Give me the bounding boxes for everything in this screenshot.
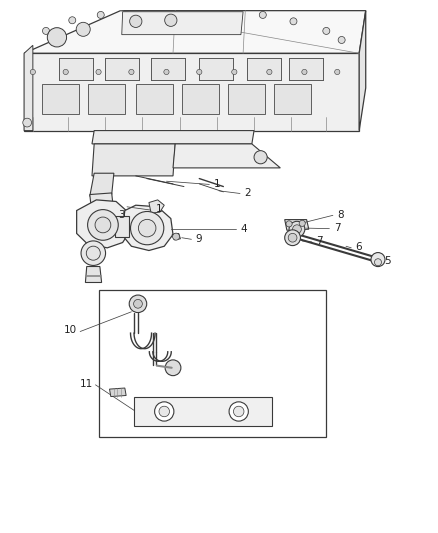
Text: 9: 9 xyxy=(196,234,202,244)
Circle shape xyxy=(232,69,237,75)
Circle shape xyxy=(23,118,32,127)
Circle shape xyxy=(155,402,174,421)
Text: 5: 5 xyxy=(385,256,391,266)
Circle shape xyxy=(96,69,101,75)
Polygon shape xyxy=(92,131,254,144)
Text: 1: 1 xyxy=(214,179,220,189)
Polygon shape xyxy=(115,216,129,237)
Text: 7: 7 xyxy=(316,237,323,246)
Polygon shape xyxy=(110,388,126,397)
Polygon shape xyxy=(172,233,180,240)
Bar xyxy=(151,58,185,80)
Polygon shape xyxy=(149,200,164,213)
Bar xyxy=(247,58,281,80)
Bar xyxy=(88,84,125,114)
Bar xyxy=(289,58,323,80)
Polygon shape xyxy=(77,200,131,248)
Text: 11: 11 xyxy=(80,379,93,389)
Bar xyxy=(289,58,323,80)
Circle shape xyxy=(233,406,244,417)
Circle shape xyxy=(88,209,118,240)
Circle shape xyxy=(286,221,292,227)
Text: 4: 4 xyxy=(240,224,247,233)
Bar xyxy=(59,58,93,80)
Bar xyxy=(105,58,139,80)
Circle shape xyxy=(134,300,142,308)
Polygon shape xyxy=(90,173,114,196)
Polygon shape xyxy=(85,266,102,282)
Circle shape xyxy=(97,11,104,19)
Circle shape xyxy=(76,22,90,36)
Circle shape xyxy=(338,36,345,44)
Circle shape xyxy=(42,27,49,35)
Bar xyxy=(182,84,219,114)
Bar xyxy=(42,84,79,114)
Circle shape xyxy=(293,225,301,233)
Circle shape xyxy=(69,17,76,24)
Polygon shape xyxy=(92,144,175,176)
Bar xyxy=(151,58,185,80)
Circle shape xyxy=(86,246,100,260)
Text: 10: 10 xyxy=(64,326,77,335)
Circle shape xyxy=(159,406,170,417)
Polygon shape xyxy=(90,193,114,215)
Circle shape xyxy=(164,69,169,75)
Circle shape xyxy=(288,233,297,242)
Bar xyxy=(247,58,281,80)
Polygon shape xyxy=(24,53,359,131)
Text: 8: 8 xyxy=(337,210,344,220)
Circle shape xyxy=(173,233,180,240)
Circle shape xyxy=(289,221,305,237)
Bar xyxy=(199,58,233,80)
Circle shape xyxy=(259,11,266,19)
Circle shape xyxy=(131,212,164,245)
Circle shape xyxy=(290,18,297,25)
Circle shape xyxy=(374,259,381,266)
Bar xyxy=(59,58,93,80)
Circle shape xyxy=(267,69,272,75)
Text: 1: 1 xyxy=(155,205,162,214)
Circle shape xyxy=(129,295,147,312)
Circle shape xyxy=(371,253,385,266)
Polygon shape xyxy=(359,11,366,131)
Circle shape xyxy=(299,220,305,227)
Circle shape xyxy=(81,241,106,265)
Circle shape xyxy=(95,217,111,233)
Circle shape xyxy=(302,69,307,75)
Polygon shape xyxy=(24,11,366,53)
Circle shape xyxy=(129,69,134,75)
Circle shape xyxy=(130,15,142,28)
Bar xyxy=(274,84,311,114)
Polygon shape xyxy=(173,144,280,168)
Text: 6: 6 xyxy=(356,243,362,252)
Circle shape xyxy=(229,402,248,421)
Bar xyxy=(99,290,326,437)
Circle shape xyxy=(285,230,300,246)
Text: 3: 3 xyxy=(118,211,125,220)
Circle shape xyxy=(197,69,202,75)
Bar xyxy=(136,84,173,114)
Polygon shape xyxy=(122,12,243,35)
Polygon shape xyxy=(285,220,309,230)
Circle shape xyxy=(165,14,177,27)
Text: 2: 2 xyxy=(244,188,251,198)
Bar xyxy=(199,58,233,80)
Circle shape xyxy=(30,69,35,75)
Circle shape xyxy=(63,69,68,75)
Circle shape xyxy=(165,360,181,376)
Bar xyxy=(228,84,265,114)
Circle shape xyxy=(323,27,330,35)
Circle shape xyxy=(47,28,67,47)
Polygon shape xyxy=(122,205,173,251)
Polygon shape xyxy=(24,45,33,131)
Circle shape xyxy=(138,220,156,237)
Circle shape xyxy=(254,151,267,164)
Bar xyxy=(105,58,139,80)
Circle shape xyxy=(335,69,340,75)
Text: 7: 7 xyxy=(334,223,340,233)
Bar xyxy=(134,397,272,426)
